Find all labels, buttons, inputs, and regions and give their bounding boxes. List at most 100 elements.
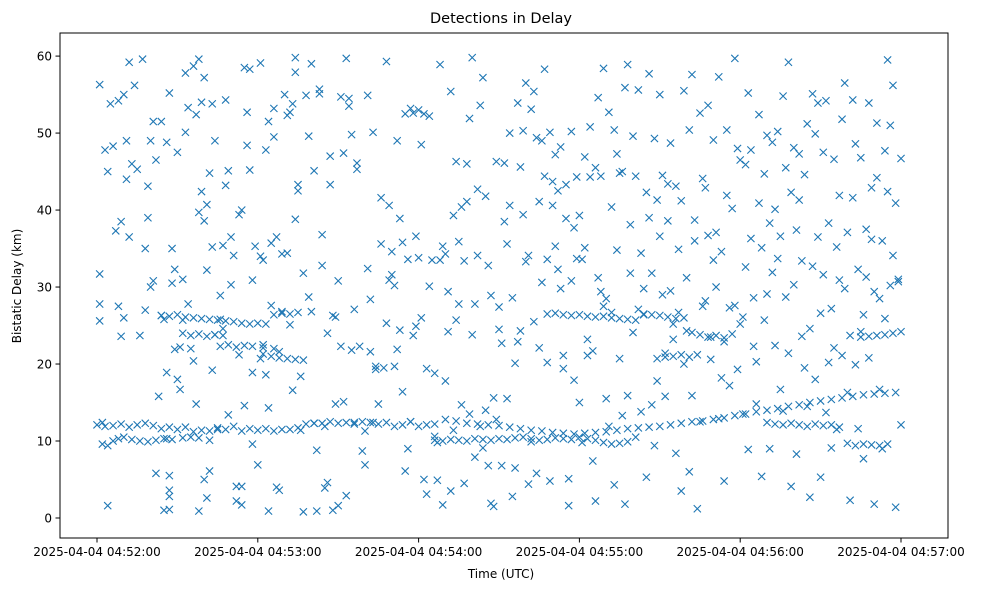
- data-point: [878, 236, 887, 245]
- data-point: [570, 376, 579, 385]
- data-point: [709, 415, 718, 424]
- data-point: [387, 247, 396, 256]
- data-point: [334, 419, 343, 428]
- data-point: [586, 172, 595, 181]
- data-point: [556, 284, 565, 293]
- data-point: [570, 430, 579, 439]
- data-point: [551, 242, 560, 251]
- data-point: [326, 417, 335, 426]
- data-point: [789, 143, 798, 152]
- data-point: [489, 393, 498, 402]
- data-point: [572, 172, 581, 181]
- data-point: [816, 309, 825, 318]
- data-point: [559, 310, 568, 319]
- data-point: [486, 436, 495, 445]
- data-point: [382, 418, 391, 427]
- data-point: [160, 434, 168, 443]
- data-point: [377, 193, 386, 202]
- y-tick-label: 40: [37, 203, 52, 217]
- data-point: [591, 163, 600, 172]
- data-point: [192, 400, 201, 409]
- data-point: [891, 503, 900, 512]
- data-point: [251, 242, 260, 251]
- data-point: [763, 131, 771, 140]
- data-point: [213, 423, 222, 432]
- data-point: [168, 244, 177, 253]
- data-point: [269, 310, 278, 319]
- data-point: [237, 319, 246, 328]
- data-point: [344, 94, 353, 103]
- data-point: [109, 421, 118, 430]
- data-point: [221, 95, 230, 104]
- data-point: [109, 142, 118, 151]
- data-point: [728, 204, 737, 213]
- data-point: [567, 435, 576, 444]
- data-point: [208, 99, 217, 108]
- data-point: [596, 287, 605, 296]
- data-point: [897, 420, 905, 429]
- data-point: [197, 98, 206, 107]
- data-point: [269, 427, 278, 435]
- y-tick-label: 0: [44, 511, 52, 525]
- data-point: [205, 467, 214, 476]
- data-point: [870, 287, 879, 296]
- data-point: [655, 232, 664, 241]
- data-point: [181, 423, 190, 432]
- data-point: [685, 353, 694, 362]
- data-point: [162, 368, 171, 377]
- data-point: [430, 432, 439, 441]
- data-point: [824, 219, 833, 228]
- data-point: [406, 104, 415, 113]
- data-point: [562, 214, 570, 223]
- data-point: [687, 391, 696, 400]
- data-point: [492, 157, 501, 166]
- data-point: [532, 469, 541, 478]
- data-point: [610, 126, 619, 134]
- data-point: [559, 434, 568, 443]
- data-point: [331, 400, 340, 409]
- data-point: [277, 309, 286, 318]
- data-point: [784, 58, 793, 67]
- data-point: [261, 146, 270, 154]
- data-point: [629, 132, 637, 141]
- data-point: [880, 330, 889, 339]
- data-point: [95, 316, 104, 325]
- data-point: [103, 501, 112, 510]
- data-point: [403, 444, 412, 453]
- data-point: [880, 146, 889, 155]
- data-point: [393, 136, 402, 145]
- data-point: [792, 450, 801, 459]
- data-point: [564, 501, 573, 510]
- data-point: [803, 422, 812, 431]
- data-point: [363, 264, 372, 273]
- data-point: [639, 284, 648, 293]
- data-point: [765, 219, 774, 228]
- data-point: [591, 436, 600, 445]
- data-point: [553, 265, 562, 274]
- data-point: [637, 249, 646, 258]
- data-point: [143, 213, 152, 222]
- data-point: [591, 313, 600, 322]
- data-point: [227, 233, 235, 241]
- data-point: [674, 245, 683, 254]
- data-point: [846, 496, 855, 505]
- data-point: [602, 394, 611, 403]
- data-point: [178, 433, 187, 442]
- data-point: [626, 220, 635, 229]
- data-point: [859, 390, 868, 399]
- data-point: [326, 152, 335, 161]
- data-point: [283, 249, 292, 258]
- data-point: [543, 358, 552, 367]
- data-point: [712, 228, 721, 237]
- data-point: [754, 110, 763, 119]
- data-point: [562, 180, 570, 189]
- data-point: [511, 433, 520, 442]
- data-point: [779, 92, 788, 101]
- data-point: [696, 330, 704, 339]
- data-point: [591, 428, 600, 437]
- data-point: [422, 420, 431, 429]
- data-point: [594, 93, 603, 102]
- data-point: [256, 252, 265, 261]
- data-point: [795, 420, 804, 429]
- data-point: [390, 281, 399, 290]
